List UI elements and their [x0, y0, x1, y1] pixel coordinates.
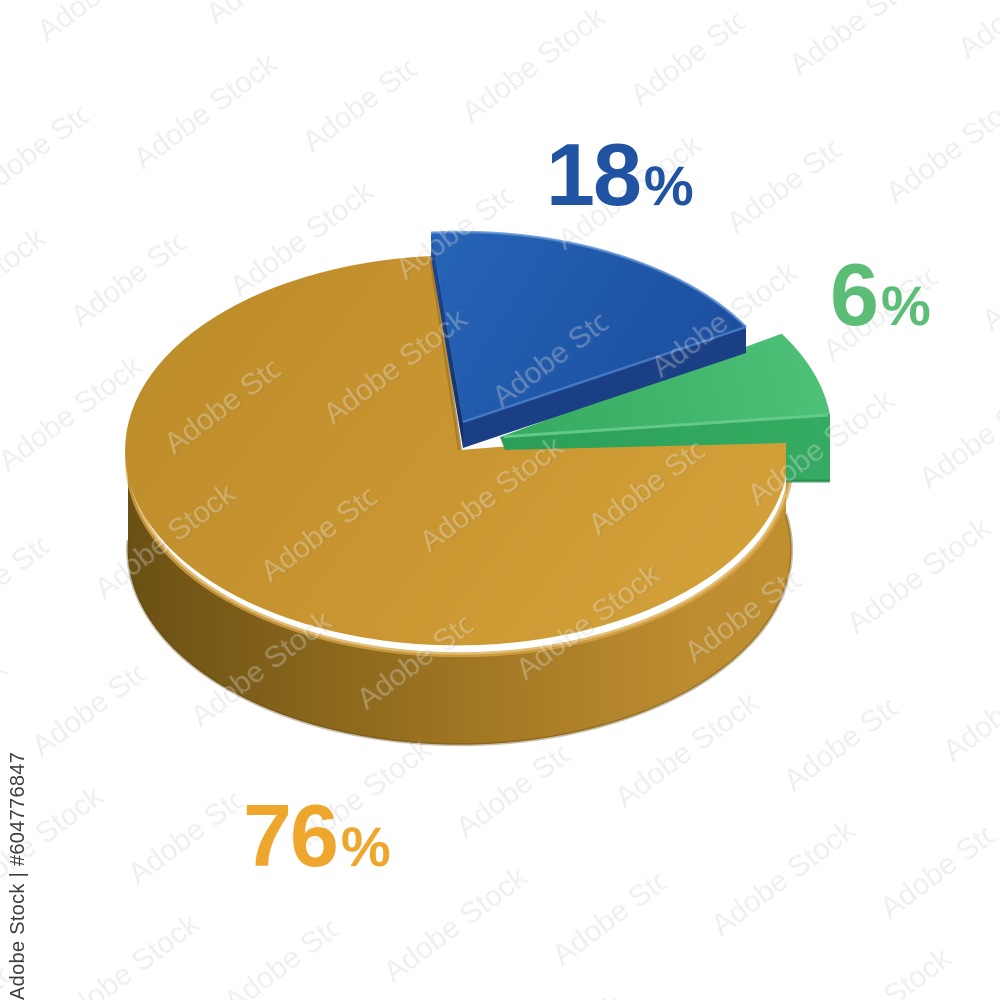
label-18-percent: 18%	[546, 131, 694, 219]
percent-sign: %	[643, 154, 694, 217]
stock-credit: Adobe Stock | #604776847	[7, 751, 29, 1000]
percent-sign: %	[340, 815, 391, 878]
percent-value: 6	[830, 245, 879, 344]
percent-value: 18	[546, 125, 642, 224]
percent-sign: %	[880, 274, 931, 337]
label-6-percent: 6%	[830, 251, 931, 339]
percent-value: 76	[243, 786, 339, 885]
label-76-percent: 76%	[243, 792, 391, 880]
